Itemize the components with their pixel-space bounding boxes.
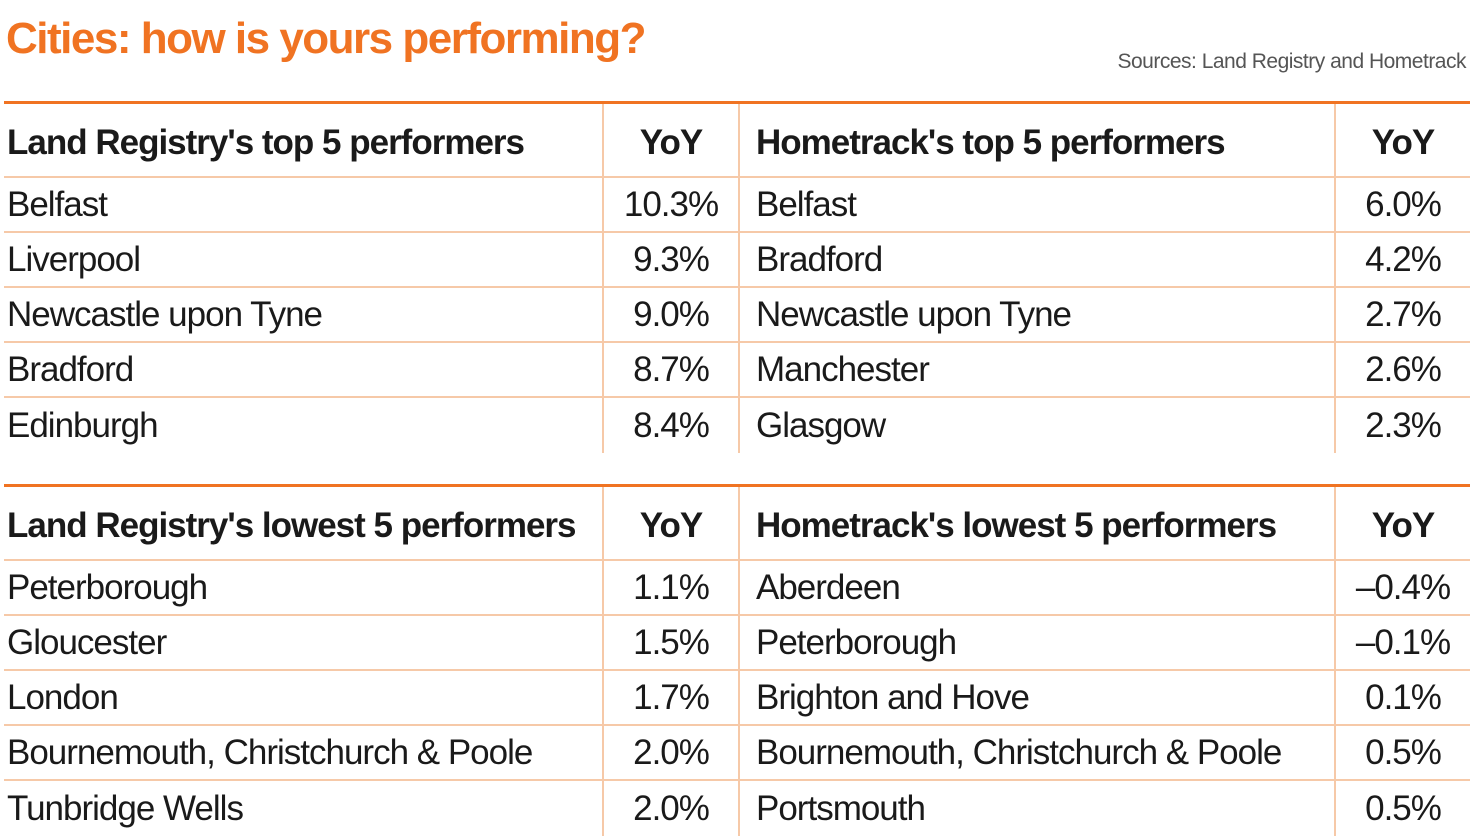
- yoy-value: 2.0%: [604, 781, 740, 836]
- city-name: Belfast: [4, 178, 604, 231]
- city-name: Peterborough: [740, 616, 1336, 669]
- table-row: Newcastle upon Tyne 9.0% Newcastle upon Ty…: [4, 288, 1470, 343]
- city-name: Newcastle upon Tyne: [740, 288, 1336, 341]
- yoy-value: 0.5%: [1365, 732, 1442, 772]
- column-header-source: Land Registry's lowest 5 performers: [4, 487, 604, 559]
- table-row: London 1.7% Brighton and Hove 0.1%: [4, 671, 1470, 726]
- yoy-value: 4.2%: [1365, 239, 1442, 279]
- table-row: Peterborough 1.1% Aberdeen –0.4%: [4, 561, 1470, 616]
- yoy-value: 6.0%: [1365, 184, 1442, 224]
- yoy-value: 8.4%: [604, 398, 740, 453]
- column-header-yoy: YoY: [1371, 506, 1435, 545]
- yoy-value: 9.3%: [604, 233, 740, 286]
- city-name: London: [4, 671, 604, 724]
- column-header-source: Land Registry's top 5 performers: [4, 104, 604, 176]
- sources-note: Sources: Land Registry and Hometrack: [1117, 50, 1466, 73]
- city-name: Bournemouth, Christchurch & Poole: [4, 726, 604, 779]
- yoy-value: –0.4%: [1355, 567, 1451, 607]
- column-header-yoy: YoY: [1371, 123, 1435, 162]
- column-header-source: Hometrack's lowest 5 performers: [740, 487, 1336, 559]
- table-row: Bournemouth, Christchurch & Poole 2.0% Bou…: [4, 726, 1470, 781]
- yoy-value: –0.1%: [1355, 622, 1451, 662]
- table-row: Belfast 10.3% Belfast 6.0%: [4, 178, 1470, 233]
- city-name: Glasgow: [740, 398, 1336, 453]
- city-name: Brighton and Hove: [740, 671, 1336, 724]
- table-row: Bradford 8.7% Manchester 2.6%: [4, 343, 1470, 398]
- city-name: Newcastle upon Tyne: [4, 288, 604, 341]
- city-name: Bradford: [4, 343, 604, 396]
- lowest-performers-table: Land Registry's lowest 5 performers YoY Ho…: [4, 484, 1470, 836]
- city-name: Edinburgh: [4, 398, 604, 453]
- top-performers-table: Land Registry's top 5 performers YoY Homet…: [4, 101, 1470, 453]
- city-name: Liverpool: [4, 233, 604, 286]
- yoy-value: 0.5%: [1365, 788, 1442, 828]
- city-name: Portsmouth: [740, 781, 1336, 836]
- city-name: Tunbridge Wells: [4, 781, 604, 836]
- column-header-yoy: YoY: [604, 104, 740, 176]
- table-row: Edinburgh 8.4% Glasgow 2.3%: [4, 398, 1470, 453]
- table-header-row: Land Registry's top 5 performers YoY Homet…: [4, 104, 1470, 178]
- yoy-value: 0.1%: [1365, 677, 1442, 717]
- column-header-source: Hometrack's top 5 performers: [740, 104, 1336, 176]
- table-row: Tunbridge Wells 2.0% Portsmouth 0.5%: [4, 781, 1470, 836]
- city-name: Aberdeen: [740, 561, 1336, 614]
- city-name: Belfast: [740, 178, 1336, 231]
- column-header-yoy: YoY: [604, 487, 740, 559]
- yoy-value: 1.5%: [604, 616, 740, 669]
- yoy-value: 9.0%: [604, 288, 740, 341]
- yoy-value: 2.0%: [604, 726, 740, 779]
- yoy-value: 2.6%: [1365, 349, 1442, 389]
- city-name: Manchester: [740, 343, 1336, 396]
- table-row: Liverpool 9.3% Bradford 4.2%: [4, 233, 1470, 288]
- city-name: Bournemouth, Christchurch & Poole: [740, 726, 1336, 779]
- yoy-value: 2.3%: [1365, 405, 1442, 445]
- yoy-value: 1.1%: [604, 561, 740, 614]
- table-row: Gloucester 1.5% Peterborough –0.1%: [4, 616, 1470, 671]
- yoy-value: 8.7%: [604, 343, 740, 396]
- city-name: Gloucester: [4, 616, 604, 669]
- yoy-value: 2.7%: [1365, 294, 1442, 334]
- yoy-value: 10.3%: [604, 178, 740, 231]
- city-name: Peterborough: [4, 561, 604, 614]
- table-header-row: Land Registry's lowest 5 performers YoY Ho…: [4, 487, 1470, 561]
- page-title: Cities: how is yours performing?: [6, 14, 646, 63]
- city-name: Bradford: [740, 233, 1336, 286]
- yoy-value: 1.7%: [604, 671, 740, 724]
